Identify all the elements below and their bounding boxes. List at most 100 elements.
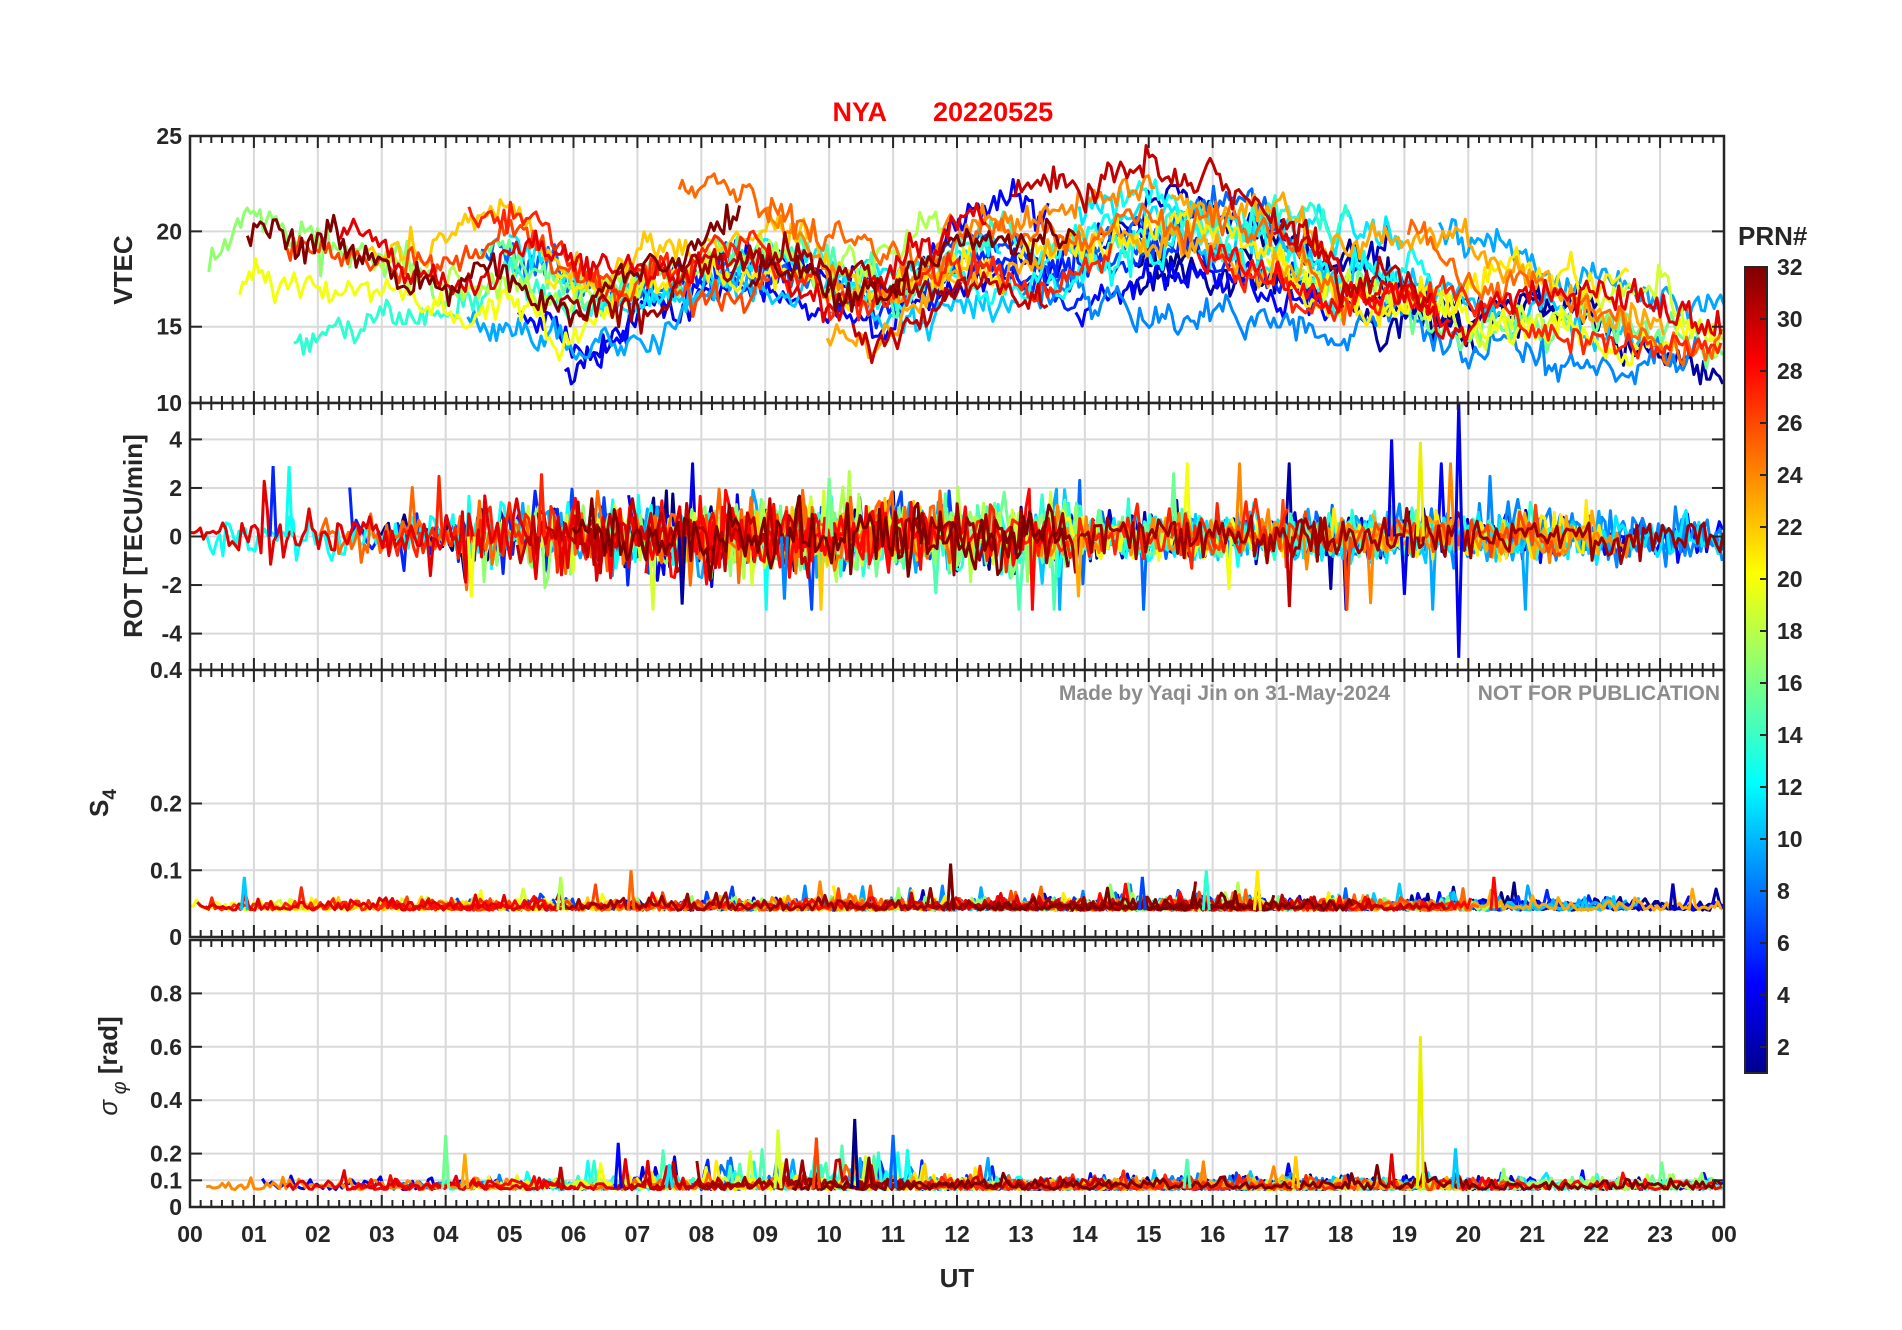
peak-mark <box>556 876 566 911</box>
peak-mark <box>1454 403 1464 537</box>
peak-mark <box>1291 1156 1301 1189</box>
prn-32-trace <box>791 1156 1404 1192</box>
x-tick-label: 00 <box>1711 1221 1737 1247</box>
peak-mark <box>811 1137 821 1189</box>
y-tick-label: -4 <box>162 621 183 647</box>
prn-32-trace <box>972 886 1276 912</box>
x-tick-label: 17 <box>1264 1221 1290 1247</box>
peak-mark <box>824 478 834 537</box>
prn-32-trace <box>571 494 1070 582</box>
colorbar-tick-label: 22 <box>1777 514 1803 540</box>
x-axis-label: UT <box>940 1263 975 1293</box>
prn-14-trace <box>906 194 1351 292</box>
x-tick-label: 10 <box>816 1221 842 1247</box>
rot-ylabel: ROT [TECU/min] <box>118 434 148 638</box>
peak-mark <box>268 466 278 537</box>
x-tick-label: 08 <box>689 1221 715 1247</box>
x-tick-label: 00 <box>177 1221 203 1247</box>
y-tick-label: 4 <box>169 426 182 452</box>
y-tick-label: 25 <box>156 123 182 149</box>
peak-mark <box>1387 1153 1397 1189</box>
colorbar-tick-label: 28 <box>1777 358 1803 384</box>
y-tick-label: 0 <box>169 1194 182 1220</box>
colorbar-tick-label: 14 <box>1777 722 1803 748</box>
y-tick-label: 0 <box>169 924 182 950</box>
prn-31-trace <box>1290 506 1724 566</box>
y-tick-label: 20 <box>156 218 182 244</box>
peak-mark <box>850 1118 860 1189</box>
y-tick-label: 0.1 <box>150 857 182 883</box>
prn-10-trace <box>1437 218 1724 323</box>
s4-panel: 0 0.1 0.2 0.4 <box>150 657 1726 950</box>
title-date: 20220525 <box>933 97 1053 127</box>
y-tick-label: 0.1 <box>150 1167 182 1193</box>
prn-22-trace <box>365 198 972 313</box>
peak-mark <box>946 863 956 911</box>
series-lines <box>207 144 1724 386</box>
sigma-phi-panel: 00.10.2 0.4 0.6 0.8 <box>150 938 1726 1220</box>
peak-mark <box>537 473 547 537</box>
peak-mark <box>677 536 687 605</box>
x-tick-label: 23 <box>1647 1221 1673 1247</box>
x-tick-label: 20 <box>1456 1221 1482 1247</box>
colorbar-tick-label: 12 <box>1777 774 1803 800</box>
x-tick-label: 21 <box>1519 1221 1545 1247</box>
prn-29-trace <box>196 892 563 912</box>
y-tick-label: 0.4 <box>150 1087 182 1113</box>
series-lines <box>190 403 1724 658</box>
x-tick-label: 13 <box>1008 1221 1034 1247</box>
prn-32-trace <box>748 217 1077 313</box>
peak-mark <box>664 1164 674 1189</box>
x-tick-label: 19 <box>1392 1221 1418 1247</box>
colorbar-gradient <box>1744 266 1768 1074</box>
series-lines <box>205 1036 1724 1192</box>
vtec-ylabel: VTEC <box>108 235 138 305</box>
peak-mark <box>1451 1148 1461 1189</box>
watermark-author: Made by Yaqi Jin on 31-May-2024 <box>1059 682 1390 705</box>
prn-32-trace <box>1121 891 1354 912</box>
y-tick-label: 0.2 <box>150 1141 182 1167</box>
prn-32-trace <box>245 203 742 328</box>
x-tick-label: 18 <box>1328 1221 1354 1247</box>
colorbar-tick-label: 18 <box>1777 618 1803 644</box>
prn-29-trace <box>336 202 987 324</box>
peak-mark <box>284 466 294 537</box>
x-tick-label: 22 <box>1583 1221 1609 1247</box>
prn-8-trace <box>480 237 812 308</box>
x-tick-label: 01 <box>241 1221 267 1247</box>
x-tick-label: 05 <box>497 1221 523 1247</box>
y-tick-label: 0 <box>169 524 182 550</box>
peak-mark <box>626 870 636 911</box>
title-station: NYA <box>832 97 887 127</box>
x-tick-label: 06 <box>561 1221 587 1247</box>
prn-28-trace <box>1436 1171 1723 1192</box>
sigma-phi-ylabel: σ φ [rad] <box>93 1016 131 1115</box>
peak-mark <box>556 1166 566 1189</box>
x-tick-label: 16 <box>1200 1221 1226 1247</box>
peak-mark <box>888 1134 898 1189</box>
peak-mark <box>773 1129 783 1189</box>
peak-mark <box>460 1153 470 1189</box>
y-tick-label: -2 <box>162 572 182 598</box>
peak-mark <box>466 536 476 598</box>
prn-28-trace <box>1196 243 1451 328</box>
colorbar-tick-label: 30 <box>1777 306 1803 332</box>
y-tick-label: 0.4 <box>150 657 182 683</box>
svg-text:σ φ [rad]: σ φ [rad] <box>93 1016 131 1115</box>
peak-mark <box>1284 536 1294 607</box>
x-tick-label: 09 <box>752 1221 778 1247</box>
x-tick-label: 15 <box>1136 1221 1162 1247</box>
prn-9-trace <box>1020 268 1698 386</box>
x-tick-label: 11 <box>881 1221 906 1247</box>
colorbar-tick-label: 8 <box>1777 878 1790 904</box>
x-tick-label: 02 <box>305 1221 331 1247</box>
peak-mark <box>239 876 249 911</box>
rot-panel: -4 -2 0 2 4 10 <box>156 390 1726 672</box>
y-tick-label: 0.2 <box>150 791 182 817</box>
colorbar-label: PRN# <box>1738 221 1808 251</box>
y-tick-label: 0.8 <box>150 980 182 1006</box>
y-tick-label: 15 <box>156 314 182 340</box>
peak-mark <box>1387 439 1397 537</box>
x-tick-label: 14 <box>1072 1221 1098 1247</box>
